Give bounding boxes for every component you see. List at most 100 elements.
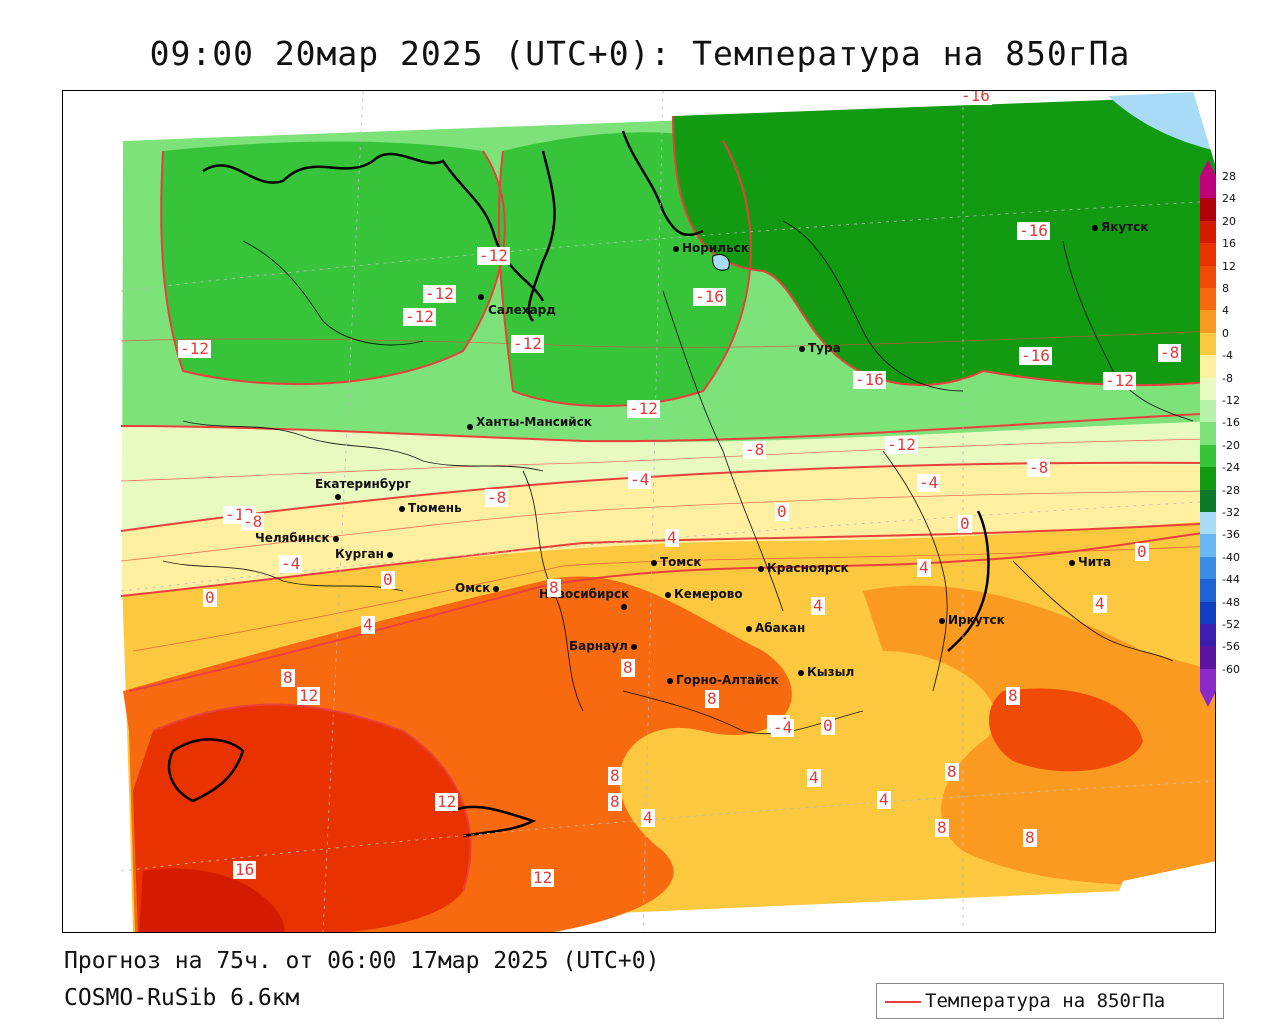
colorbar-segment xyxy=(1200,310,1216,333)
colorbar-tick-label: 12 xyxy=(1222,259,1236,273)
city-marker-icon xyxy=(758,565,764,572)
colorbar-tick-label: 0 xyxy=(1222,326,1229,340)
city-marker-icon xyxy=(673,245,679,252)
colorbar-segment xyxy=(1200,512,1216,535)
isoline-label: -12 xyxy=(511,334,544,353)
isoline-label: 8 xyxy=(608,792,622,811)
legend-label: Температура на 850гПа xyxy=(925,990,1166,1012)
isoline-label: 8 xyxy=(281,668,295,687)
isoline-label: 8 xyxy=(1023,828,1037,847)
colorbar-segment xyxy=(1200,646,1216,669)
colorbar-tick-label: -28 xyxy=(1222,483,1240,497)
city-yekaterinburg[interactable] xyxy=(335,489,344,503)
city-novosibirsk[interactable]: Новосибирск xyxy=(539,587,630,601)
city-omsk[interactable]: Омск xyxy=(455,581,502,595)
city-tomsk[interactable]: Томск xyxy=(651,555,702,569)
isoline-label: 4 xyxy=(641,808,655,827)
isoline-label: -8 xyxy=(241,512,265,531)
city-marker-icon xyxy=(386,551,393,558)
city-chelyabinsk[interactable]: Челябинск xyxy=(255,531,342,545)
colorbar-segment xyxy=(1200,624,1216,647)
colorbar-tick-label: 16 xyxy=(1222,237,1236,251)
city-kyzyl[interactable]: Кызыл xyxy=(798,665,854,679)
isoline-label: -4 xyxy=(771,718,795,737)
city-marker-icon xyxy=(335,493,341,500)
isoline-label: -8 xyxy=(485,488,509,507)
city-marker-icon xyxy=(939,617,945,624)
city-marker-icon xyxy=(798,669,804,676)
isoline-label: 4 xyxy=(665,528,679,547)
city-krasnoyarsk[interactable]: Красноярск xyxy=(758,561,849,575)
isoline-label: 4 xyxy=(811,596,825,615)
city-irkutsk[interactable]: Иркутск xyxy=(939,613,1005,627)
colorbar-segment xyxy=(1200,400,1216,423)
isoline-label: -12 xyxy=(477,246,510,265)
model-name: COSMO-RuSib 6.6км xyxy=(64,985,300,1011)
colorbar-tick-label: 8 xyxy=(1222,282,1229,295)
isoline-label: 8 xyxy=(608,766,622,785)
deep-red-region xyxy=(139,868,285,932)
admin-borders xyxy=(162,220,1194,735)
colorbar-segment xyxy=(1200,220,1216,244)
colorbar-segment xyxy=(1200,444,1216,468)
city-marker-icon xyxy=(493,585,500,592)
isoline-label: 12 xyxy=(297,686,321,705)
colorbar-tick-label: -44 xyxy=(1222,573,1240,587)
colorbar-tick-label: -48 xyxy=(1222,595,1240,609)
colorbar-segment xyxy=(1200,377,1216,400)
isoline-label: -4 xyxy=(628,470,652,489)
city-norilsk[interactable]: Норильск xyxy=(673,241,749,255)
city-khanty-mansiysk-label: Ханты-Мансийск xyxy=(476,415,592,429)
isoline-label: -12 xyxy=(885,435,918,454)
city-abakan[interactable]: Абакан xyxy=(746,621,805,635)
isoline-label: 0 xyxy=(203,588,217,607)
city-tyumen[interactable]: Тюмень xyxy=(399,501,462,515)
green-region-west xyxy=(161,141,505,385)
colorbar-segment xyxy=(1200,243,1216,266)
city-tura[interactable]: Тура xyxy=(799,341,841,355)
colorbar-tick-label: -36 xyxy=(1222,528,1240,542)
pale-green-band xyxy=(121,411,1215,531)
city-salekhard-label: Салехард xyxy=(488,303,556,317)
isoline-label: -16 xyxy=(853,370,886,389)
isoline-label: -12 xyxy=(627,399,660,418)
isoline-label: 4 xyxy=(1093,594,1107,613)
red-patch-east xyxy=(989,688,1143,772)
isoline-label: -16 xyxy=(1017,221,1050,240)
isotherms xyxy=(120,115,1215,892)
isoline-label: 4 xyxy=(361,615,375,634)
isoline-label: 8 xyxy=(621,658,635,677)
colorbar-tick-label: 20 xyxy=(1222,214,1236,228)
legend-line-swatch xyxy=(885,1001,921,1003)
colorbar-tick-label: -4 xyxy=(1222,349,1233,363)
city-yakutsk[interactable]: Якутск xyxy=(1092,220,1148,234)
isoline-label: -12 xyxy=(178,339,211,358)
city-barnaul[interactable]: Барнаул xyxy=(569,639,640,653)
city-chita[interactable]: Чита xyxy=(1069,555,1111,569)
isoline-label: 8 xyxy=(935,818,949,837)
colorbar-tick-label: -40 xyxy=(1222,550,1240,564)
isoline-label: -4 xyxy=(279,554,303,573)
isoline-label: 8 xyxy=(945,762,959,781)
colorbar-tick-label: -8 xyxy=(1222,371,1233,385)
colorbar-tick-label: -60 xyxy=(1222,662,1240,676)
city-khanty-mansiysk[interactable] xyxy=(467,419,476,433)
colorbar-segment xyxy=(1200,534,1216,557)
isoline-label: 0 xyxy=(821,716,835,735)
colorbar-tick-label: -20 xyxy=(1222,438,1240,452)
isoline-label: -16 xyxy=(959,91,992,105)
colorbar-segment xyxy=(1200,288,1216,311)
city-marker-icon xyxy=(467,423,473,430)
isoline-label: -4 xyxy=(917,473,941,492)
city-salekhard[interactable] xyxy=(478,289,487,303)
colorbar-segment xyxy=(1200,668,1216,692)
colorbar-tick-label: -56 xyxy=(1222,640,1240,654)
map-title: 09:00 20мар 2025 (UTC+0): Температура на… xyxy=(149,34,1131,73)
isoline-label: -12 xyxy=(403,307,436,326)
temperature-map[interactable]: Норильск Якутск Салехард Тура Ханты-Манс… xyxy=(62,90,1216,933)
city-yekaterinburg-label: Екатеринбург xyxy=(315,477,411,491)
city-gorno-altaysk[interactable]: Горно-Алтайск xyxy=(667,673,779,687)
city-kemerovo[interactable]: Кемерово xyxy=(665,587,743,601)
city-kurgan[interactable]: Курган xyxy=(335,547,396,561)
isoline-label: -16 xyxy=(1019,346,1052,365)
